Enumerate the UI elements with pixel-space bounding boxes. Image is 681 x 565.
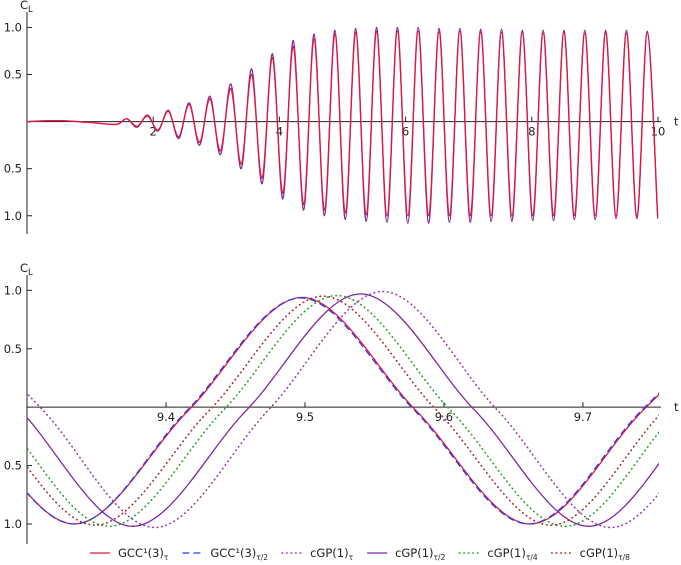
legend-name: GCC¹(3): [118, 546, 164, 560]
legend-label: cGP(1)τ/2: [395, 546, 446, 562]
y-axis-label: CL: [20, 0, 33, 15]
legend-label: cGP(1)τ: [310, 546, 353, 562]
series-line: [27, 295, 659, 526]
legend-name: cGP(1): [580, 546, 618, 560]
legend-subscript: τ: [349, 553, 354, 562]
x-tick-label: 4: [276, 125, 283, 139]
panel: CLt- 1.0- 0.50.51.09.49.59.69.7: [0, 261, 679, 544]
y-axis-label-main: C: [20, 261, 28, 275]
x-axis-label: t: [674, 115, 679, 129]
y-tick-label: - 0.5: [0, 459, 22, 473]
series-line: [27, 26, 659, 224]
x-tick-label: 2: [150, 125, 157, 139]
series-line: [27, 297, 659, 525]
legend-label: cGP(1)τ/4: [487, 546, 538, 562]
y-tick-label: - 1.0: [0, 209, 22, 223]
legend-label: cGP(1)τ/8: [580, 546, 631, 562]
y-tick-label: - 0.5: [0, 162, 22, 176]
legend-subscript: τ/8: [618, 553, 630, 562]
series-line: [27, 294, 659, 528]
y-tick-label: 0.5: [4, 68, 22, 82]
y-tick-label: 0.5: [4, 342, 22, 356]
legend-name: GCC¹(3): [210, 546, 256, 560]
y-axis-label-main: C: [20, 0, 28, 12]
legend-name: cGP(1): [487, 546, 525, 560]
y-tick-label: 1.0: [4, 283, 22, 297]
y-axis-label-sub: L: [28, 268, 33, 278]
x-tick-label: 9.5: [296, 410, 314, 424]
plot-area: [27, 26, 659, 224]
plot-area: [27, 290, 659, 529]
series-line: [27, 30, 659, 217]
legend-subscript: τ/2: [434, 553, 446, 562]
legend-name: cGP(1): [310, 546, 348, 560]
x-tick-label: 6: [402, 125, 409, 139]
legend-subscript: τ/2: [256, 553, 268, 562]
legend-name: cGP(1): [395, 546, 433, 560]
y-axis-label: CL: [20, 261, 33, 278]
x-tick-label: 10: [651, 125, 666, 139]
series-line: [27, 293, 659, 527]
y-axis-label-sub: L: [28, 5, 33, 15]
x-tick-label: 9.6: [435, 410, 453, 424]
legend: GCC¹(3)τ GCC¹(3)τ/2 cGP(1)τ cGP(1)τ/2 cGP(1)…: [90, 546, 630, 562]
x-axis-label: t: [674, 400, 679, 414]
x-tick-label: 8: [528, 125, 535, 139]
legend-subscript: τ: [164, 553, 169, 562]
series-line: [27, 290, 659, 529]
y-tick-label: - 1.0: [0, 517, 22, 531]
legend-label: GCC¹(3)τ: [118, 546, 169, 562]
x-tick-label: 9.7: [574, 410, 592, 424]
legend-subscript: τ/4: [526, 553, 538, 562]
x-tick-label: 9.4: [157, 410, 175, 424]
legend-label: GCC¹(3)τ/2: [210, 546, 268, 562]
y-tick-label: 1.0: [4, 20, 22, 34]
